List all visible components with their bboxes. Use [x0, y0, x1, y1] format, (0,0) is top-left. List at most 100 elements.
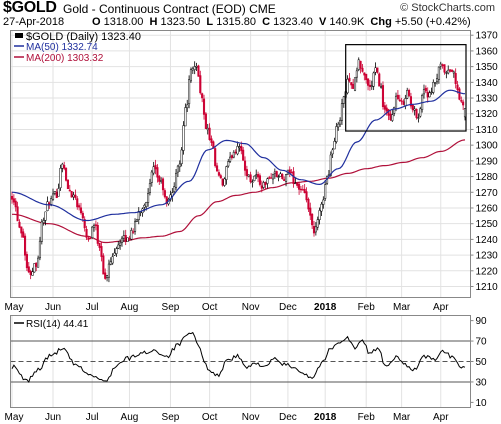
candle-body — [370, 85, 373, 88]
candle — [380, 83, 383, 89]
candle-body — [22, 231, 25, 238]
candle-body — [352, 83, 355, 89]
candle-body — [458, 88, 461, 100]
candle — [94, 220, 97, 231]
candle-body — [318, 210, 321, 220]
candle-body — [161, 178, 165, 191]
candle-body — [132, 231, 135, 233]
candle — [352, 78, 355, 89]
candle-body — [12, 198, 15, 203]
candle-body — [44, 211, 47, 221]
rsi-y-tick-label: 90 — [476, 316, 488, 327]
candle-body — [333, 141, 336, 150]
candle-body — [314, 226, 317, 233]
candle-body — [270, 177, 273, 179]
candle-body — [307, 198, 310, 210]
candlestick-series — [10, 57, 467, 283]
candle — [335, 122, 338, 144]
candle — [154, 159, 157, 175]
candle-body — [279, 173, 282, 177]
price-y-tick-label: 1230 — [476, 251, 499, 262]
candle — [396, 90, 399, 100]
candle-body — [294, 182, 297, 185]
candle — [229, 151, 232, 163]
candle-body — [268, 177, 271, 179]
candle-body — [411, 104, 414, 111]
candle — [266, 177, 269, 189]
candle — [301, 185, 304, 191]
price-y-tick-label: 1280 — [476, 172, 499, 183]
price-panel-frame — [10, 30, 471, 298]
candle — [454, 68, 457, 89]
candle — [346, 75, 349, 95]
candle-body — [126, 237, 129, 243]
candle-body — [299, 188, 303, 191]
candle-body — [400, 100, 403, 102]
candle-body — [70, 191, 73, 198]
candle-body — [456, 84, 459, 90]
candle-body — [152, 166, 155, 174]
candle-body — [130, 230, 133, 240]
candle — [260, 180, 263, 193]
candle — [257, 171, 260, 183]
candle — [307, 197, 310, 212]
candle-body — [191, 68, 194, 71]
candle — [391, 109, 394, 122]
candle — [284, 174, 288, 187]
ma200-line — [12, 139, 466, 244]
candle-body — [426, 91, 429, 98]
candle — [385, 104, 388, 116]
x-tick-label: Mar — [393, 412, 411, 423]
candle — [83, 216, 86, 232]
price-y-tick-label: 1310 — [476, 125, 499, 136]
candle-body — [357, 59, 360, 70]
candle-body — [340, 103, 344, 121]
change-label: Chg — [370, 16, 392, 28]
candle-body — [74, 194, 77, 198]
candle — [303, 183, 306, 194]
candle — [322, 196, 325, 209]
candle-body — [100, 246, 103, 257]
candle-body — [449, 69, 452, 72]
candle — [221, 178, 224, 187]
candle — [150, 169, 153, 187]
candle — [262, 180, 265, 189]
candle — [447, 65, 450, 75]
candle-body — [143, 204, 146, 208]
candle-body — [452, 71, 455, 74]
rsi-line — [11, 331, 466, 384]
open-value: 1318.00 — [103, 16, 144, 28]
candle-body — [195, 66, 198, 68]
candle — [147, 188, 150, 207]
candle-body — [128, 237, 131, 240]
price-y-tick-label: 1360 — [476, 46, 499, 57]
candle — [305, 187, 308, 203]
candle-body — [460, 100, 463, 102]
candle — [406, 87, 409, 100]
x-tick-label: Feb — [358, 302, 376, 313]
volume-label: V — [319, 16, 327, 28]
candle — [148, 178, 152, 196]
candle-body — [290, 172, 293, 174]
candle — [180, 147, 183, 167]
candle-body — [174, 172, 178, 188]
candle — [51, 188, 55, 201]
candle — [419, 106, 422, 118]
candle-body — [113, 252, 116, 256]
candle-body — [329, 154, 332, 176]
candle — [227, 158, 230, 168]
brand-watermark: © StockCharts.com — [400, 2, 495, 14]
candle-body — [51, 193, 55, 200]
candle — [176, 164, 179, 177]
candle — [208, 123, 211, 141]
candle-body — [398, 99, 401, 101]
candle-body — [91, 226, 94, 238]
candle-body — [393, 107, 396, 114]
legend-swatch-price — [15, 33, 23, 38]
x-tick-label: May — [5, 412, 24, 423]
candle — [14, 198, 17, 212]
candle-body — [29, 271, 32, 275]
candle — [102, 253, 105, 275]
candle — [161, 177, 165, 196]
candle — [55, 188, 58, 199]
